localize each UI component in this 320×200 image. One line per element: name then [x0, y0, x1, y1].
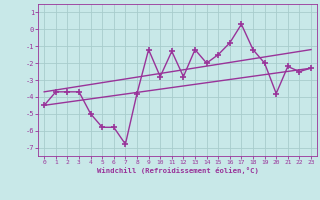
X-axis label: Windchill (Refroidissement éolien,°C): Windchill (Refroidissement éolien,°C): [97, 167, 259, 174]
